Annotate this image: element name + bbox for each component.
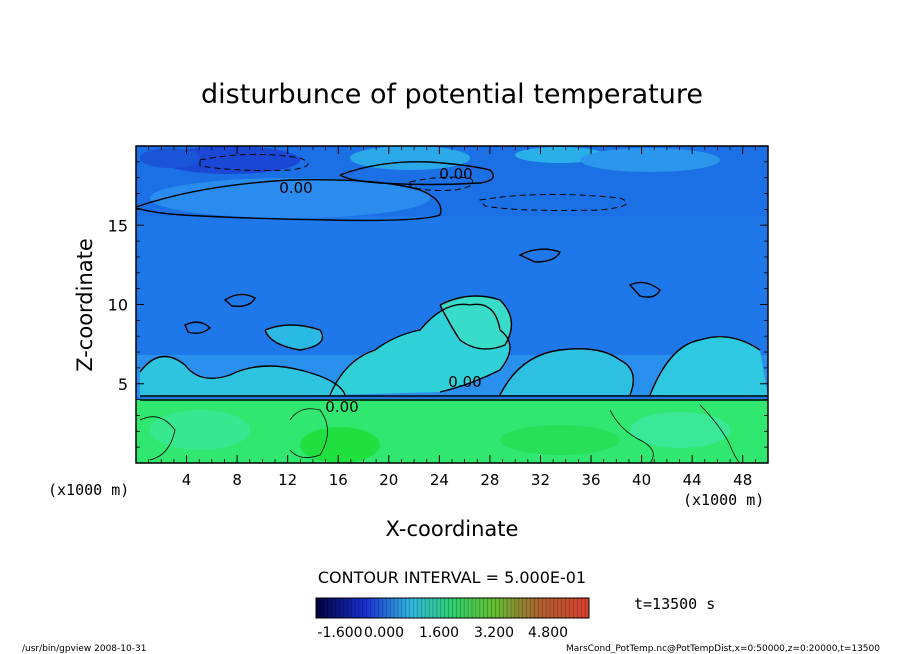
contour-line bbox=[329, 303, 511, 396]
contour-line bbox=[184, 321, 212, 335]
colorbar-label: 0.000 bbox=[364, 625, 404, 641]
y-tick-label: 15 bbox=[108, 216, 128, 235]
contour-line bbox=[139, 416, 176, 461]
cyan-patch bbox=[140, 356, 345, 397]
light-patch bbox=[580, 148, 720, 172]
negative-contours bbox=[199, 153, 628, 211]
contour-line bbox=[339, 161, 494, 186]
contour-line bbox=[699, 404, 741, 463]
x-tick-label: 12 bbox=[278, 471, 297, 489]
green-patch bbox=[300, 427, 380, 463]
light-patch bbox=[150, 178, 430, 218]
contour-line bbox=[223, 293, 256, 308]
chart-title: disturbunce of potential temperature bbox=[201, 79, 703, 110]
contour-line bbox=[518, 248, 561, 263]
contour-line bbox=[499, 348, 634, 396]
dashed-contour bbox=[409, 176, 474, 191]
x-tick-label: 28 bbox=[480, 471, 499, 489]
contour-label: 0.00 bbox=[439, 165, 472, 183]
contour-line bbox=[439, 295, 513, 350]
contour-line bbox=[139, 355, 346, 396]
dashed-contour bbox=[199, 153, 309, 171]
contour-line bbox=[649, 335, 761, 396]
dark-blue-patch bbox=[140, 148, 200, 168]
y-tick-label: 10 bbox=[108, 296, 128, 315]
x-tick-label: 16 bbox=[329, 471, 348, 489]
colorbar-swatch bbox=[315, 597, 590, 619]
contour-interval: CONTOUR INTERVAL = 5.000E-01 bbox=[318, 568, 586, 587]
x-tick-label: 48 bbox=[733, 471, 752, 489]
contour-line bbox=[628, 281, 661, 298]
cyan-patch bbox=[500, 348, 634, 395]
colorbar: -1.600 0.000 1.600 3.200 4.800 bbox=[315, 597, 590, 641]
y-axis: 5 10 15 bbox=[108, 161, 768, 448]
x-tick-label: 8 bbox=[232, 471, 242, 489]
x-tick-label: 20 bbox=[379, 471, 398, 489]
x-tick-label: 36 bbox=[581, 471, 600, 489]
green-patch bbox=[150, 410, 250, 450]
x-tick-label: 40 bbox=[632, 471, 651, 489]
footer-right: MarsCond_PotTemp.nc@PotTempDist,x=0:5000… bbox=[566, 644, 880, 654]
contour-line bbox=[264, 324, 324, 351]
time-label: t=13500 s bbox=[634, 595, 715, 613]
dashed-contour bbox=[479, 193, 628, 211]
x-tick-label: 4 bbox=[182, 471, 192, 489]
colorbar-label: -1.600 bbox=[317, 625, 362, 641]
green-patch bbox=[500, 425, 620, 455]
x-unit-left: (x1000 m) bbox=[48, 481, 129, 499]
x-tick-label: 44 bbox=[683, 471, 702, 489]
footer-left: /usr/bin/gpview 2008-10-31 bbox=[22, 644, 146, 654]
x-unit-right: (x1000 m) bbox=[683, 491, 764, 509]
contour-line bbox=[609, 409, 654, 463]
x-axis: 4 8 12 16 20 24 28 32 36 40 44 48 bbox=[148, 146, 756, 489]
cyan-patch bbox=[650, 336, 768, 397]
colorbar-label: 1.600 bbox=[419, 625, 459, 641]
x-tick-label: 24 bbox=[430, 471, 449, 489]
y-tick-label: 5 bbox=[118, 375, 128, 394]
colorbar-label: 4.800 bbox=[528, 625, 568, 641]
green-patch bbox=[630, 412, 730, 448]
contour-line bbox=[136, 179, 442, 222]
x-tick-label: 32 bbox=[531, 471, 550, 489]
contour-line bbox=[289, 408, 328, 458]
colorbar-label: 3.200 bbox=[474, 625, 514, 641]
plot-area: 0.00 0.00 0.00 0.00 bbox=[136, 146, 768, 463]
contour-label: 0.00 bbox=[279, 179, 312, 197]
colorbar-divisions bbox=[319, 598, 586, 618]
contour-label: 0.00 bbox=[448, 373, 481, 391]
contour-label: 0.00 bbox=[325, 398, 358, 416]
x-axis-label: X-coordinate bbox=[386, 517, 519, 541]
y-axis-label: Z-coordinate bbox=[73, 238, 97, 372]
contour-lines bbox=[136, 161, 768, 463]
